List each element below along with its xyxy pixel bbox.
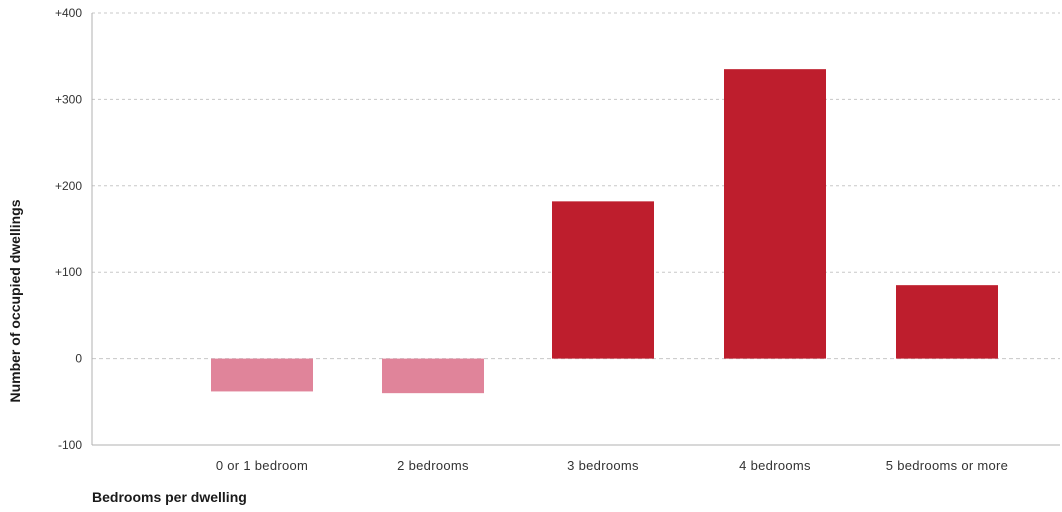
y-tick-label: +300 [55,92,82,106]
axes [91,13,1060,446]
x-axis-title: Bedrooms per dwelling [92,489,247,505]
y-tick-label: 0 [75,352,82,366]
x-tick-label: 3 bedrooms [567,458,639,473]
y-tick-label: +100 [55,265,82,279]
labels: -100 0 +100 +200 +300 +400 0 or 1 bedroom 2 bed… [55,6,1008,473]
y-tick-label: +400 [55,6,82,20]
bar-2-bedrooms [382,358,484,394]
bar-4-bedrooms [724,69,826,359]
x-tick-label: 5 bedrooms or more [886,458,1008,473]
x-tick-label: 4 bedrooms [739,458,811,473]
bar-0-or-1-bedroom [211,358,313,392]
x-tick-label: 0 or 1 bedroom [216,458,308,473]
x-tick-label: 2 bedrooms [397,458,469,473]
y-axis-title: Number of occupied dwellings [7,199,23,402]
bars [211,69,998,394]
y-tick-label: +200 [55,179,82,193]
y-tick-label: -100 [58,438,82,452]
bar-3-bedrooms [552,201,654,359]
bar-5-bedrooms-or-more [896,285,998,359]
